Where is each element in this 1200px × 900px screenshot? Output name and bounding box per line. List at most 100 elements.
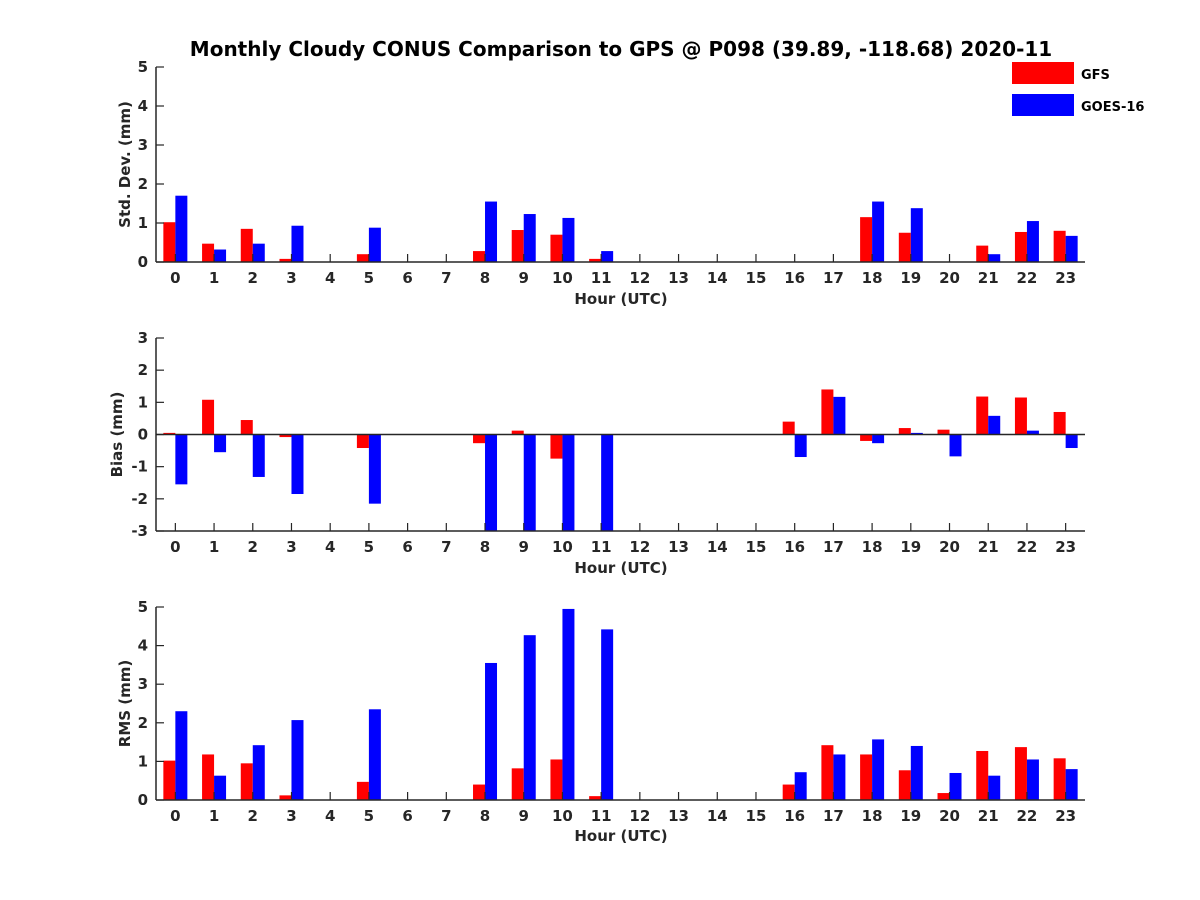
bias-bar-goes16-22 bbox=[1026, 430, 1039, 435]
stddev-bar-gfs-19 bbox=[898, 232, 911, 262]
rms-bar-goes16-17 bbox=[833, 754, 846, 800]
rms-ylabel: RMS (mm) bbox=[116, 660, 134, 747]
stddev-xtick-label: 3 bbox=[286, 269, 296, 287]
legend-label-gfs: GFS bbox=[1081, 68, 1110, 83]
rms-bar-goes16-21 bbox=[988, 775, 1001, 800]
rms-bar-goes16-3 bbox=[291, 720, 304, 800]
bias-xtick-label: 22 bbox=[1017, 538, 1038, 556]
bias-xtick-label: 19 bbox=[900, 538, 921, 556]
rms-xtick-label: 11 bbox=[591, 807, 612, 825]
bias-bar-gfs-17 bbox=[821, 389, 834, 435]
rms-xtick-label: 20 bbox=[939, 807, 960, 825]
rms-ytick-label: 1 bbox=[138, 752, 148, 770]
bias-xtick-label: 23 bbox=[1055, 538, 1076, 556]
bias-ytick-label: 2 bbox=[138, 361, 148, 379]
stddev-bar-goes16-22 bbox=[1026, 221, 1039, 262]
bias-xtick-label: 12 bbox=[629, 538, 650, 556]
bias-ytick-label: -2 bbox=[131, 490, 148, 508]
bias-bar-gfs-23 bbox=[1053, 411, 1066, 435]
rms-ytick-label: 5 bbox=[138, 598, 148, 616]
stddev-xtick-label: 13 bbox=[668, 269, 689, 287]
stddev-xtick-label: 15 bbox=[746, 269, 767, 287]
legend-swatch-goes16 bbox=[1012, 94, 1074, 116]
rms-bar-gfs-16 bbox=[782, 784, 795, 800]
stddev-xtick-label: 14 bbox=[707, 269, 728, 287]
bias-xtick-label: 0 bbox=[170, 538, 180, 556]
stddev-xtick-label: 6 bbox=[402, 269, 412, 287]
rms-bar-goes16-9 bbox=[523, 635, 536, 800]
rms-xtick-label: 5 bbox=[364, 807, 374, 825]
stddev-xtick-label: 9 bbox=[519, 269, 529, 287]
rms-bar-gfs-19 bbox=[898, 770, 911, 800]
bias-xtick-label: 2 bbox=[248, 538, 258, 556]
bias-xtick-label: 15 bbox=[746, 538, 767, 556]
rms-bar-goes16-8 bbox=[485, 662, 498, 800]
stddev-bar-gfs-0 bbox=[163, 222, 176, 262]
stddev-xtick-label: 10 bbox=[552, 269, 573, 287]
stddev-bar-goes16-23 bbox=[1065, 235, 1078, 262]
rms-bar-goes16-23 bbox=[1065, 769, 1078, 800]
bias-xtick-label: 1 bbox=[209, 538, 219, 556]
bias-bar-goes16-19 bbox=[910, 432, 923, 435]
rms-bar-gfs-5 bbox=[356, 781, 369, 800]
stddev-bar-gfs-18 bbox=[860, 217, 873, 262]
bias-xtick-label: 6 bbox=[402, 538, 412, 556]
stddev-xtick-label: 17 bbox=[823, 269, 844, 287]
rms-ytick-label: 4 bbox=[138, 637, 148, 655]
stddev-xtick-label: 1 bbox=[209, 269, 219, 287]
stddev-bar-goes16-3 bbox=[291, 225, 304, 262]
stddev-bar-goes16-11 bbox=[601, 251, 614, 262]
stddev-xtick-label: 5 bbox=[364, 269, 374, 287]
rms-bar-gfs-0 bbox=[163, 760, 176, 800]
bias-xtick-label: 21 bbox=[978, 538, 999, 556]
bias-xtick-label: 10 bbox=[552, 538, 573, 556]
bias-xtick-label: 3 bbox=[286, 538, 296, 556]
bias-xtick-label: 9 bbox=[519, 538, 529, 556]
stddev-ytick-label: 5 bbox=[138, 58, 148, 76]
rms-xtick-label: 12 bbox=[629, 807, 650, 825]
bias-ylabel: Bias (mm) bbox=[108, 392, 126, 478]
stddev-bar-gfs-3 bbox=[279, 258, 292, 262]
stddev-bar-gfs-22 bbox=[1014, 231, 1027, 262]
stddev-bar-gfs-23 bbox=[1053, 230, 1066, 262]
rms-xtick-label: 6 bbox=[402, 807, 412, 825]
bias-bar-gfs-5 bbox=[356, 434, 369, 449]
bias-xtick-label: 20 bbox=[939, 538, 960, 556]
rms-xtick-label: 19 bbox=[900, 807, 921, 825]
stddev-bar-goes16-0 bbox=[175, 195, 188, 262]
stddev-bar-gfs-5 bbox=[356, 254, 369, 262]
bias-xtick-label: 14 bbox=[707, 538, 728, 556]
stddev-ytick-label: 1 bbox=[138, 214, 148, 232]
rms-bar-goes16-2 bbox=[252, 745, 265, 800]
stddev-xtick-label: 11 bbox=[591, 269, 612, 287]
bias-xtick-label: 4 bbox=[325, 538, 335, 556]
rms-bar-gfs-3 bbox=[279, 795, 292, 800]
rms-bar-gfs-11 bbox=[589, 796, 602, 800]
stddev-ytick-label: 0 bbox=[138, 253, 148, 271]
bias-bar-goes16-21 bbox=[988, 415, 1001, 435]
bias-bar-gfs-16 bbox=[782, 421, 795, 435]
legend-swatch-gfs bbox=[1012, 62, 1074, 84]
bias-bar-goes16-0 bbox=[175, 434, 188, 485]
rms-bar-goes16-11 bbox=[601, 629, 614, 800]
stddev-xtick-label: 16 bbox=[784, 269, 805, 287]
rms-xtick-label: 3 bbox=[286, 807, 296, 825]
rms-bar-goes16-19 bbox=[910, 745, 923, 800]
bias-bar-gfs-21 bbox=[976, 396, 989, 435]
rms-bar-goes16-20 bbox=[949, 772, 962, 800]
stddev-xtick-label: 18 bbox=[862, 269, 883, 287]
rms-xtick-label: 10 bbox=[552, 807, 573, 825]
bias-xtick-label: 8 bbox=[480, 538, 490, 556]
stddev-bar-goes16-18 bbox=[872, 201, 885, 262]
bias-bar-gfs-10 bbox=[550, 434, 563, 459]
bias-bar-goes16-18 bbox=[872, 434, 885, 444]
rms-bar-gfs-21 bbox=[976, 750, 989, 800]
stddev-ytick-label: 3 bbox=[138, 136, 148, 154]
bias-bar-goes16-10 bbox=[562, 434, 575, 531]
rms-xtick-label: 21 bbox=[978, 807, 999, 825]
rms-ytick-label: 0 bbox=[138, 791, 148, 809]
stddev-xtick-label: 20 bbox=[939, 269, 960, 287]
